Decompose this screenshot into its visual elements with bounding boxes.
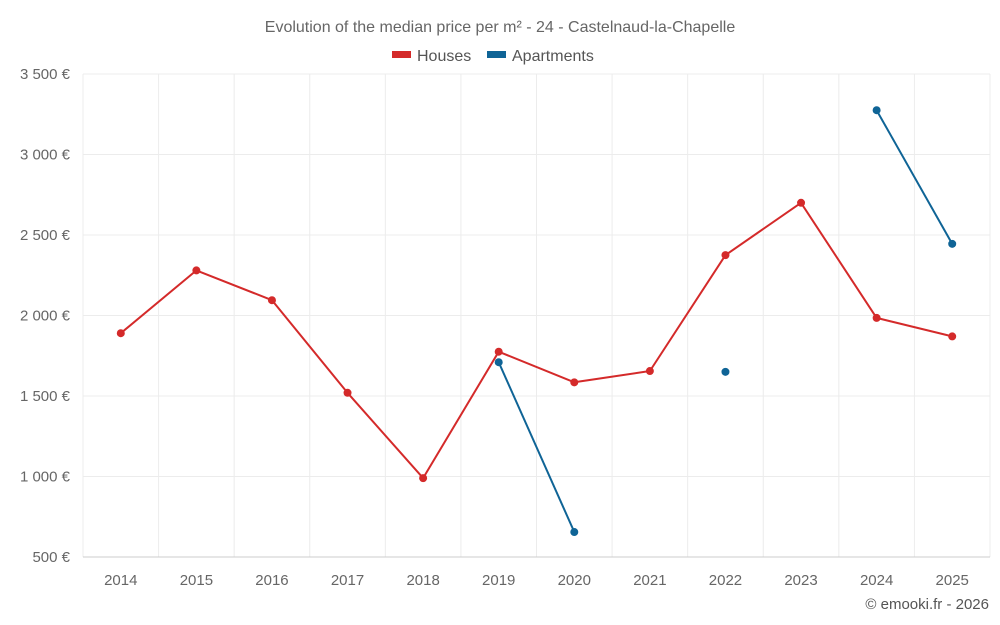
x-tick-label: 2016 bbox=[255, 572, 288, 589]
chart-legend[interactable]: Houses Apartments bbox=[392, 48, 594, 65]
legend-swatch-apartments bbox=[487, 51, 506, 58]
credit-text: © emooki.fr - 2026 bbox=[865, 596, 989, 613]
legend-label-houses[interactable]: Houses bbox=[417, 48, 471, 65]
data-point-houses[interactable] bbox=[721, 251, 730, 260]
data-point-houses[interactable] bbox=[797, 198, 806, 207]
x-tick-label: 2025 bbox=[936, 572, 969, 589]
x-tick-label: 2021 bbox=[633, 572, 666, 589]
series-line-apartments bbox=[875, 109, 954, 245]
data-point-houses[interactable] bbox=[343, 388, 352, 397]
data-point-houses[interactable] bbox=[419, 474, 428, 483]
y-tick-label: 2 000 € bbox=[20, 308, 71, 325]
series-apartments bbox=[494, 106, 957, 537]
y-gridlines bbox=[83, 73, 990, 477]
x-axis-ticks: 2014 2015 2016 2017 2018 2019 2020 2021 2022 2023… bbox=[104, 572, 969, 589]
y-axis-ticks: 500 € 1 000 € 1 500 € 2 000 € 2 500 € 3 000 €… bbox=[20, 66, 71, 566]
data-point-houses[interactable] bbox=[645, 367, 654, 376]
y-tick-label: 1 000 € bbox=[20, 469, 71, 486]
x-tick-label: 2015 bbox=[180, 572, 213, 589]
series-layer bbox=[116, 106, 957, 537]
chart-title: Evolution of the median price per m² - 2… bbox=[265, 19, 736, 36]
x-tick-label: 2022 bbox=[709, 572, 742, 589]
series-houses bbox=[116, 198, 957, 483]
x-tick-label: 2024 bbox=[860, 572, 893, 589]
data-point-houses[interactable] bbox=[872, 313, 881, 322]
legend-swatch-houses bbox=[392, 51, 411, 58]
series-line-houses bbox=[120, 201, 953, 480]
data-point-apartments[interactable] bbox=[721, 367, 730, 376]
data-point-houses[interactable] bbox=[267, 296, 276, 305]
x-tick-label: 2019 bbox=[482, 572, 515, 589]
x-tick-label: 2020 bbox=[558, 572, 591, 589]
y-tick-label: 500 € bbox=[32, 549, 70, 566]
y-tick-label: 2 500 € bbox=[20, 227, 71, 244]
y-tick-label: 3 500 € bbox=[20, 66, 71, 83]
y-tick-label: 1 500 € bbox=[20, 388, 71, 405]
data-point-apartments[interactable] bbox=[494, 358, 503, 367]
x-tick-label: 2023 bbox=[784, 572, 817, 589]
data-point-apartments[interactable] bbox=[948, 239, 957, 248]
data-point-apartments[interactable] bbox=[570, 528, 579, 537]
x-tick-label: 2014 bbox=[104, 572, 137, 589]
data-point-houses[interactable] bbox=[948, 332, 957, 341]
data-point-houses[interactable] bbox=[192, 266, 201, 275]
legend-label-apartments[interactable]: Apartments bbox=[512, 48, 594, 65]
data-point-houses[interactable] bbox=[494, 347, 503, 356]
data-point-houses[interactable] bbox=[116, 329, 125, 338]
data-point-apartments[interactable] bbox=[872, 106, 881, 115]
data-point-houses[interactable] bbox=[570, 378, 579, 387]
x-tick-label: 2018 bbox=[406, 572, 439, 589]
x-tick-label: 2017 bbox=[331, 572, 364, 589]
series-line-apartments bbox=[497, 361, 576, 533]
y-tick-label: 3 000 € bbox=[20, 147, 71, 164]
